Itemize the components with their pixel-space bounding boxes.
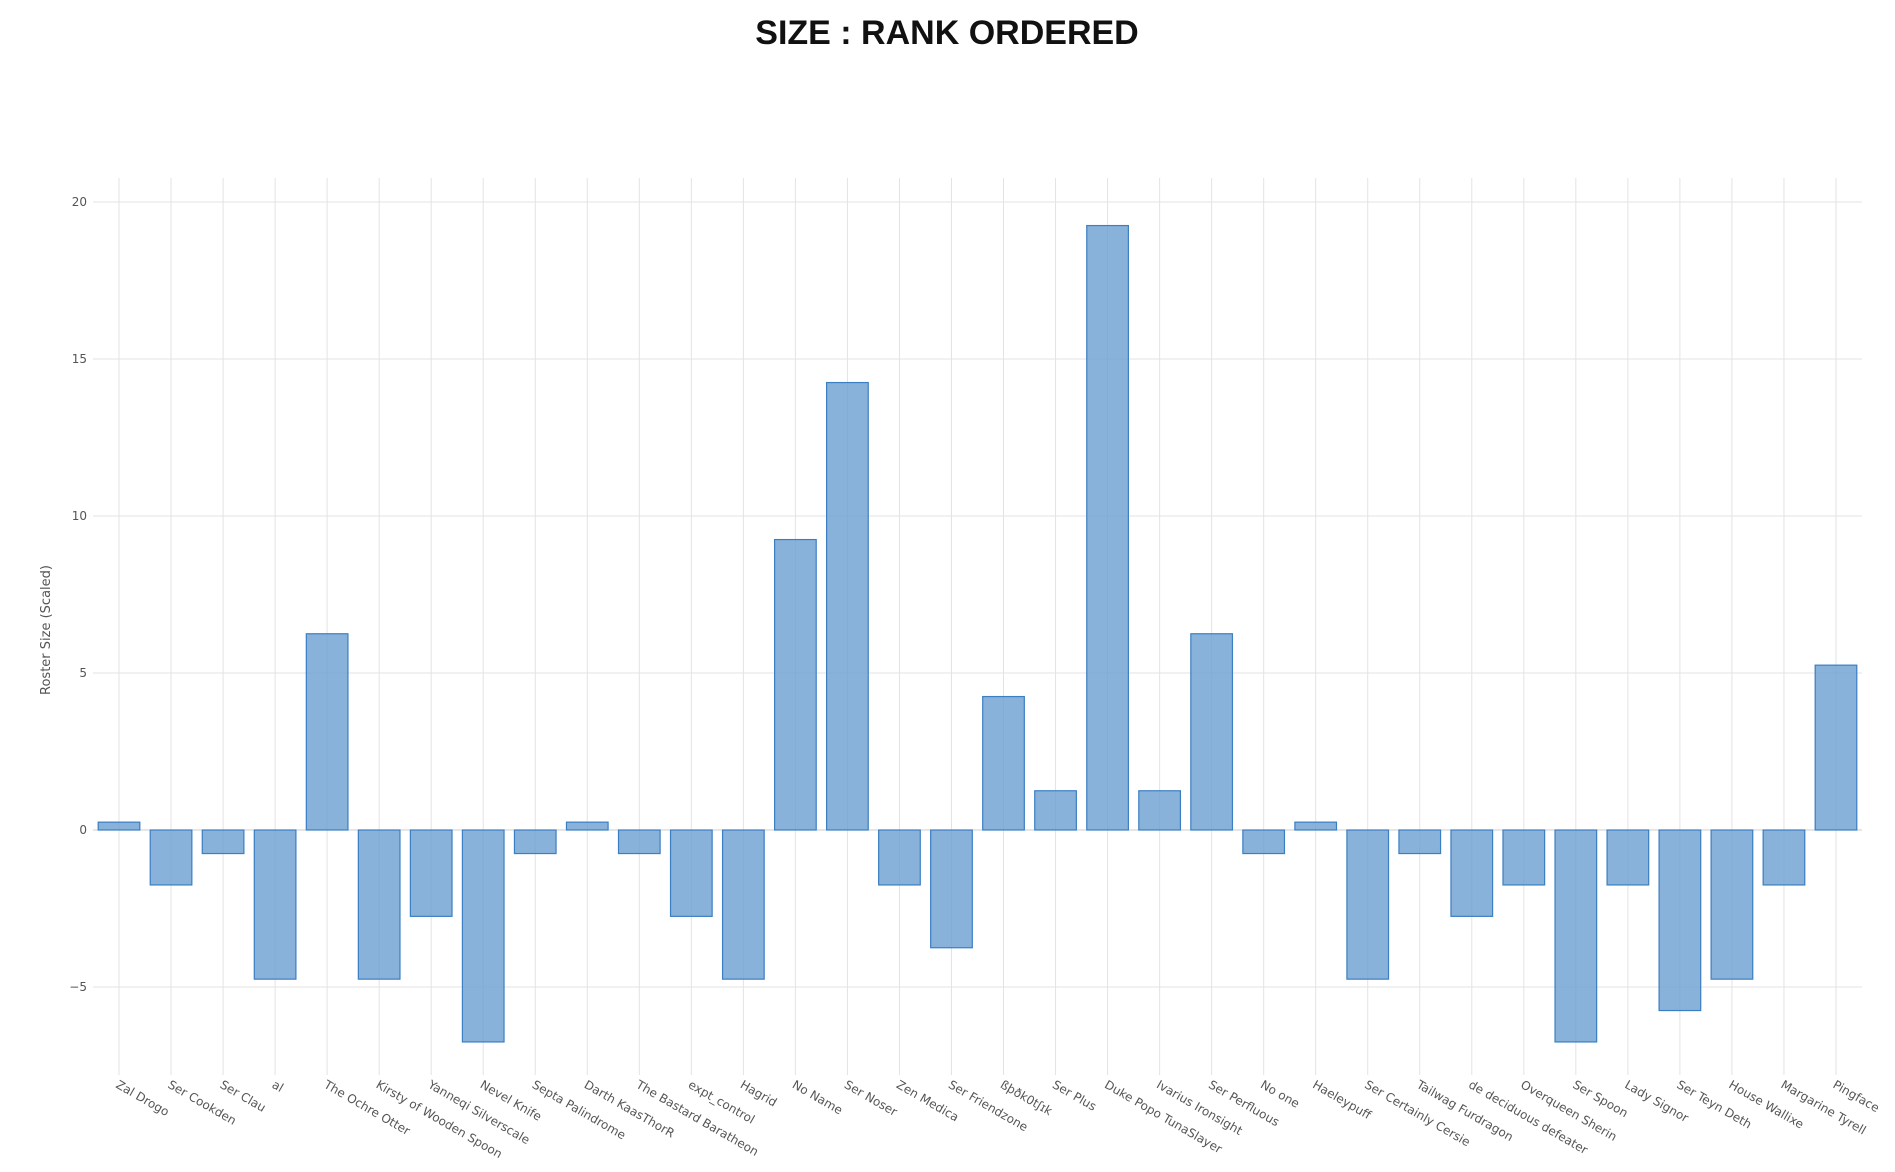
x-tick-label: Zal Drogo xyxy=(114,1077,172,1119)
bar-16 xyxy=(930,829,973,949)
bar-7 xyxy=(461,829,505,1043)
bar-29 xyxy=(1606,829,1650,886)
bar-19 xyxy=(1086,224,1129,831)
x-tick-label: Ser Plus xyxy=(1050,1077,1099,1113)
y-axis-label: Roster Size (Scaled) xyxy=(39,565,54,695)
x-tick-label: The Ochre Otter xyxy=(321,1077,413,1138)
bar-26 xyxy=(1450,829,1494,917)
x-tick-label: Septa Palindrome xyxy=(530,1077,628,1142)
bar-12 xyxy=(721,829,765,980)
bar-13 xyxy=(773,538,817,831)
bar-21 xyxy=(1190,633,1234,831)
x-tick-label: Ser Noser xyxy=(842,1077,900,1118)
y-tick-label: 15 xyxy=(72,352,87,366)
bar-11 xyxy=(669,829,713,917)
bar-15 xyxy=(878,829,921,886)
bar-25 xyxy=(1398,829,1442,855)
y-tick-label: 5 xyxy=(79,666,87,680)
y-tick-label: 10 xyxy=(72,509,87,523)
bar-31 xyxy=(1710,829,1754,980)
bar-6 xyxy=(409,829,453,917)
x-tick-label: Hagrid xyxy=(738,1077,780,1109)
bar-17 xyxy=(982,695,1025,831)
bar-30 xyxy=(1658,829,1702,1012)
bar-32 xyxy=(1762,829,1806,886)
x-tick-label: Darth KaasThorR xyxy=(582,1077,677,1140)
bar-33 xyxy=(1814,664,1858,831)
bar-24 xyxy=(1346,829,1390,980)
y-tick-label: 20 xyxy=(72,195,87,209)
bar-9 xyxy=(565,821,609,831)
bar-8 xyxy=(513,829,557,855)
bar-27 xyxy=(1502,829,1546,886)
bar-2 xyxy=(201,829,245,855)
bar-20 xyxy=(1138,790,1182,831)
x-tick-label: No Name xyxy=(790,1077,845,1117)
bars xyxy=(97,224,1858,1043)
y-tick-label: −5 xyxy=(69,980,87,994)
bar-23 xyxy=(1294,821,1338,831)
x-tick-label: No one xyxy=(1258,1077,1302,1110)
bar-3 xyxy=(253,829,297,980)
y-tick-label: 0 xyxy=(79,823,87,837)
bar-1 xyxy=(149,829,193,886)
x-tick-label: al xyxy=(270,1077,286,1094)
chart-title: SIZE : RANK ORDERED xyxy=(755,14,1138,52)
bar-10 xyxy=(617,829,661,855)
bar-4 xyxy=(305,633,349,831)
bar-0 xyxy=(97,821,141,831)
y-axis-ticks: 20 15 10 5 0 −5 xyxy=(69,195,87,994)
bar-5 xyxy=(357,829,401,980)
bar-18 xyxy=(1034,790,1077,831)
bar-28 xyxy=(1554,829,1598,1043)
bar-14 xyxy=(826,381,869,831)
bar-22 xyxy=(1242,829,1286,855)
